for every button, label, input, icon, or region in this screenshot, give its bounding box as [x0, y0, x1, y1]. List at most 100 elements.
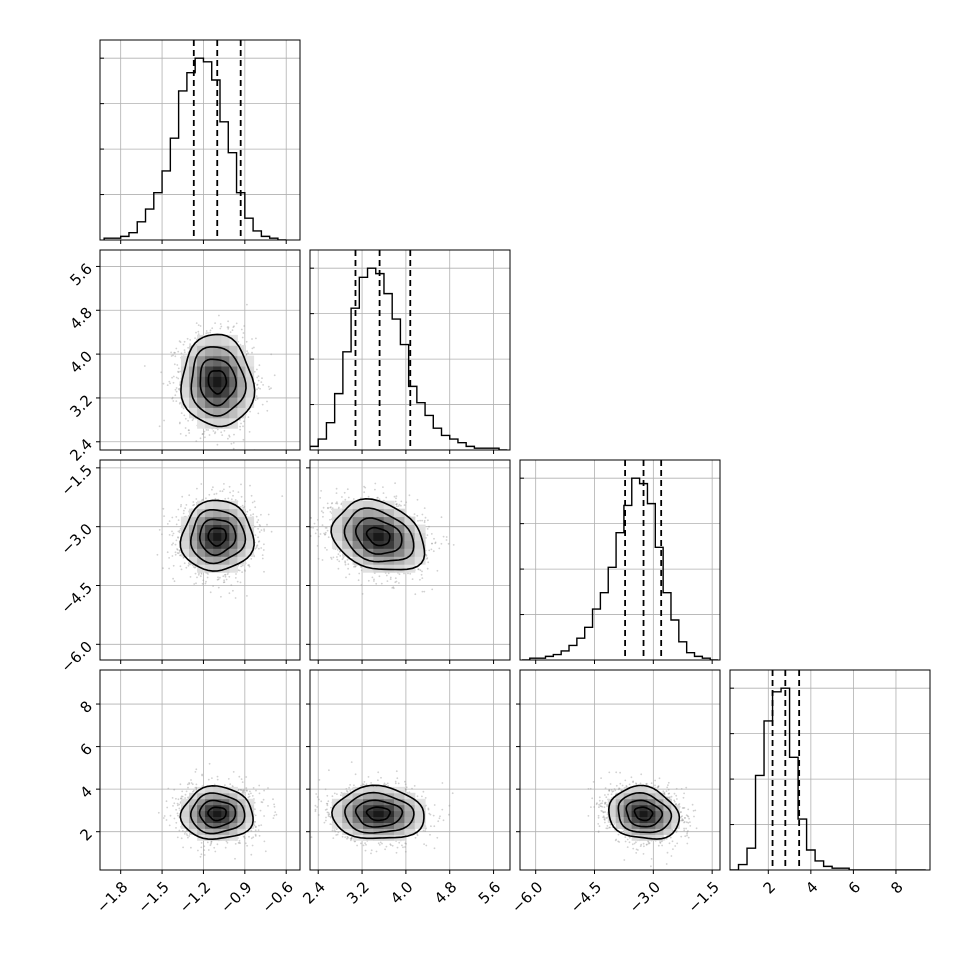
- sample-point: [317, 557, 320, 560]
- sample-point: [408, 494, 411, 497]
- sample-point: [178, 387, 181, 390]
- density-bin: [229, 548, 238, 557]
- sample-point: [421, 577, 424, 579]
- density-bin: [197, 548, 206, 557]
- sample-point: [214, 498, 217, 500]
- sample-point: [188, 494, 191, 497]
- contour-level: [207, 370, 228, 395]
- sample-point: [347, 496, 350, 499]
- density-bin: [189, 376, 198, 388]
- sample-point: [258, 547, 260, 550]
- sample-point: [163, 419, 166, 422]
- sample-point: [382, 492, 385, 494]
- sample-point: [177, 350, 180, 353]
- density-bin: [221, 334, 230, 346]
- sample-point: [394, 581, 397, 584]
- sample-point: [233, 433, 235, 436]
- density-bin: [189, 532, 198, 541]
- sample-point: [143, 365, 146, 367]
- contour-level: [190, 346, 247, 417]
- sample-point: [246, 303, 248, 306]
- sample-point: [258, 531, 261, 533]
- sample-point: [202, 579, 205, 582]
- sample-point: [239, 428, 242, 431]
- sample-point: [396, 505, 398, 508]
- sample-point: [262, 549, 265, 551]
- sample-point: [193, 503, 196, 506]
- sample-point: [266, 523, 268, 526]
- sample-point: [395, 503, 398, 506]
- sample-point: [182, 557, 185, 559]
- density-bin: [213, 532, 222, 541]
- sample-point: [196, 576, 198, 579]
- sample-point: [258, 524, 261, 526]
- sample-point: [378, 498, 381, 501]
- density-bin: [189, 508, 198, 518]
- sample-point: [227, 327, 230, 330]
- sample-point: [403, 572, 405, 575]
- sample-point: [344, 563, 347, 566]
- sample-point: [179, 433, 182, 435]
- sample-point: [261, 377, 263, 380]
- sample-point: [211, 488, 213, 491]
- sample-point: [178, 340, 181, 342]
- sample-point: [254, 506, 257, 509]
- density-bin: [229, 345, 238, 357]
- sample-point: [341, 558, 344, 561]
- sample-point: [223, 429, 226, 432]
- sample-point: [431, 588, 434, 591]
- sample-point: [363, 485, 365, 488]
- sample-point: [199, 325, 202, 327]
- panel-frame: [99, 249, 301, 451]
- sample-point: [337, 567, 340, 570]
- sample-point: [403, 504, 406, 506]
- sample-point: [317, 535, 320, 538]
- contour-level: [207, 527, 227, 547]
- sample-point: [226, 326, 229, 328]
- sample-point: [258, 364, 261, 367]
- sample-point: [260, 513, 262, 516]
- density-bin: [205, 508, 214, 518]
- sample-point: [179, 421, 181, 424]
- sample-point: [261, 403, 264, 406]
- sample-point: [179, 381, 182, 384]
- sample-point: [242, 332, 245, 334]
- sample-point: [324, 533, 326, 536]
- sample-point: [216, 578, 219, 581]
- sample-point: [177, 377, 180, 380]
- sample-point: [352, 498, 355, 500]
- sample-point: [253, 525, 256, 528]
- sample-point: [228, 434, 231, 437]
- density-bin: [180, 397, 190, 408]
- sample-point: [375, 582, 378, 585]
- sample-point: [180, 412, 183, 414]
- sample-point: [176, 364, 179, 366]
- sample-point: [340, 502, 343, 505]
- sample-point: [163, 515, 166, 517]
- sample-point: [217, 578, 220, 581]
- sample-point: [184, 427, 187, 429]
- sample-point: [329, 511, 332, 513]
- sample-point: [187, 564, 190, 567]
- sample-point: [426, 557, 429, 559]
- sample-point: [175, 400, 178, 402]
- sample-point: [324, 531, 327, 534]
- density-bin: [189, 548, 198, 557]
- sample-point: [234, 577, 237, 579]
- sample-point: [178, 388, 181, 391]
- sample-point: [255, 395, 258, 397]
- sample-point: [192, 501, 195, 503]
- sample-point: [241, 564, 244, 567]
- sample-point: [229, 331, 232, 334]
- sample-point: [202, 433, 205, 435]
- sample-point: [257, 527, 259, 530]
- sample-point: [420, 573, 423, 576]
- sample-point: [175, 523, 178, 526]
- sample-point: [400, 500, 403, 503]
- sample-point: [421, 513, 424, 516]
- sample-point: [208, 493, 211, 496]
- density-bin: [221, 556, 230, 565]
- sample-point: [207, 469, 209, 471]
- sample-point: [423, 521, 426, 524]
- density-bin: [213, 355, 222, 367]
